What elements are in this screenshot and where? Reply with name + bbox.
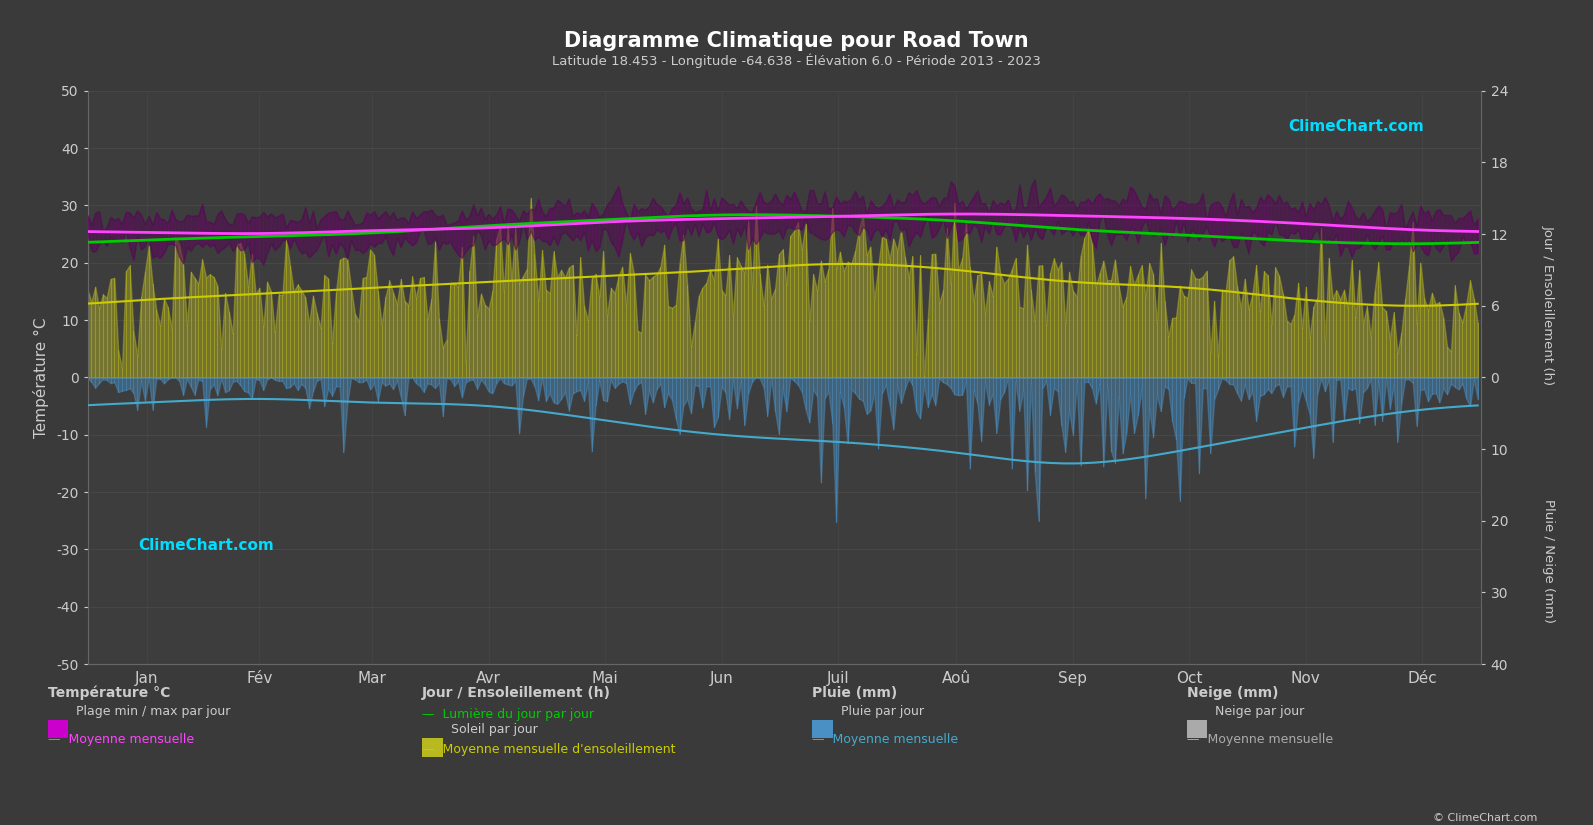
Text: —  Moyenne mensuelle: — Moyenne mensuelle (1187, 733, 1333, 746)
Text: Latitude 18.453 - Longitude -64.638 - Élévation 6.0 - Période 2013 - 2023: Latitude 18.453 - Longitude -64.638 - Él… (553, 54, 1040, 68)
Text: Pluie / Neige (mm): Pluie / Neige (mm) (1542, 499, 1555, 623)
Text: © ClimeChart.com: © ClimeChart.com (1432, 813, 1537, 823)
Y-axis label: Température °C: Température °C (33, 317, 49, 438)
Text: Pluie (mm): Pluie (mm) (812, 686, 898, 700)
Text: Jour / Ensoleillement (h): Jour / Ensoleillement (h) (1542, 225, 1555, 385)
Text: ClimeChart.com: ClimeChart.com (1289, 120, 1424, 134)
Text: —  Moyenne mensuelle: — Moyenne mensuelle (812, 733, 959, 746)
Text: Neige (mm): Neige (mm) (1187, 686, 1278, 700)
Text: Température °C: Température °C (48, 686, 170, 700)
Text: Neige par jour: Neige par jour (1215, 705, 1305, 718)
Text: ClimeChart.com: ClimeChart.com (139, 538, 274, 553)
Text: Jour / Ensoleillement (h): Jour / Ensoleillement (h) (422, 686, 612, 700)
Text: —  Moyenne mensuelle d'ensoleillement: — Moyenne mensuelle d'ensoleillement (422, 743, 675, 757)
Text: Plage min / max par jour: Plage min / max par jour (76, 705, 231, 718)
Text: Diagramme Climatique pour Road Town: Diagramme Climatique pour Road Town (564, 31, 1029, 50)
Text: Soleil par jour: Soleil par jour (451, 723, 537, 736)
Text: —  Lumière du jour par jour: — Lumière du jour par jour (422, 708, 594, 721)
Text: —  Moyenne mensuelle: — Moyenne mensuelle (48, 733, 194, 746)
Text: Pluie par jour: Pluie par jour (841, 705, 924, 718)
